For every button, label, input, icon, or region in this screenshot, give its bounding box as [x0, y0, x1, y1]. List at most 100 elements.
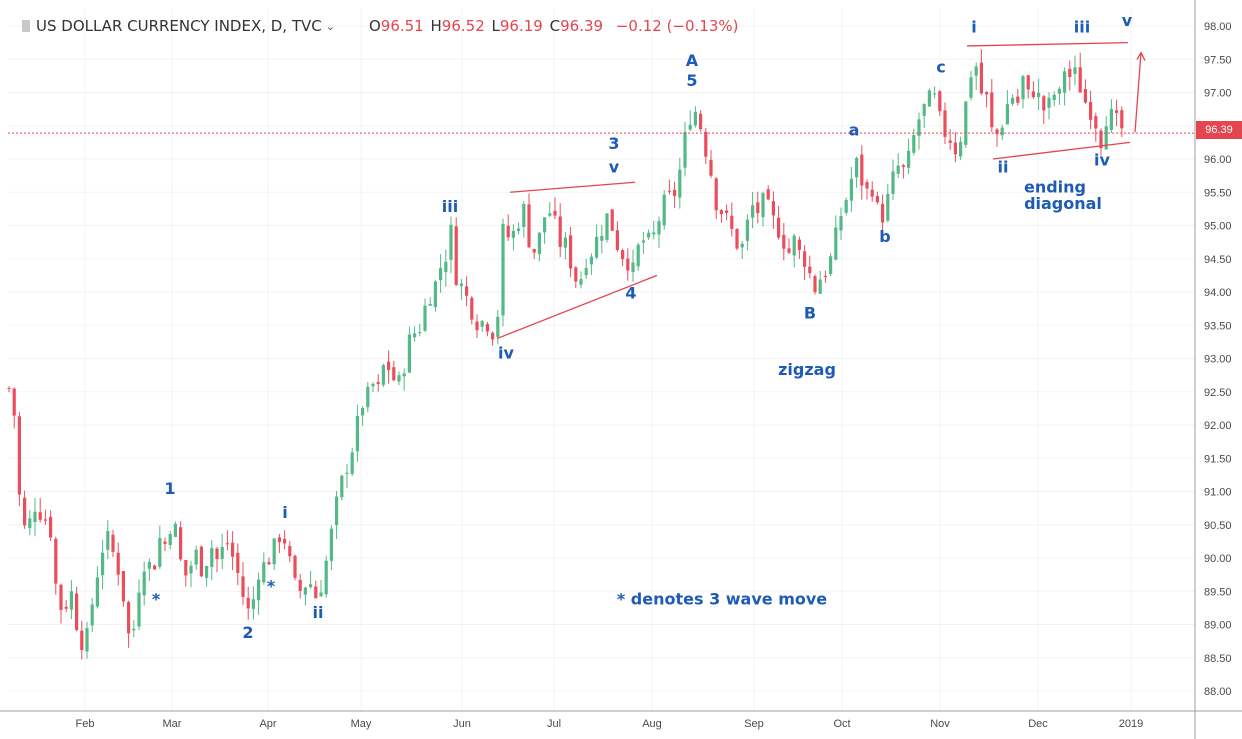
candle-body [647, 232, 651, 238]
candle-body [116, 552, 120, 575]
candle-body [17, 416, 21, 495]
candle-body [371, 383, 375, 387]
candle-body [345, 472, 349, 474]
wave-label: 2 [242, 623, 253, 642]
candle-body [948, 140, 952, 143]
candle-body [423, 305, 427, 331]
chart-legend[interactable]: US DOLLAR CURRENCY INDEX, D, TVC ⌄ O96.5… [22, 17, 739, 35]
candle-body [262, 562, 266, 583]
candle-body [142, 571, 146, 596]
candle-body [1120, 110, 1124, 129]
candle-body [823, 275, 827, 277]
candle-body [1047, 97, 1051, 108]
candle-body [225, 543, 229, 545]
candle-body [995, 129, 999, 135]
x-tick-label: Nov [930, 718, 950, 730]
candle-body [111, 534, 115, 552]
candle-body [849, 178, 853, 201]
y-tick-label: 95.50 [1204, 187, 1232, 199]
candle-body [714, 178, 718, 211]
y-tick-label: 94.00 [1204, 287, 1232, 299]
candle-body [803, 251, 807, 267]
wave-label: b [879, 227, 890, 246]
candle-body [210, 547, 214, 567]
wave-label: iv [1094, 151, 1110, 170]
candle-body [49, 516, 53, 538]
candle-body [153, 565, 157, 570]
candle-body [28, 518, 32, 529]
candle-body [1005, 104, 1009, 125]
x-tick-label: Oct [833, 718, 850, 730]
candle-body [355, 416, 359, 452]
candle-body [439, 268, 443, 281]
open-value: 96.51 [380, 17, 424, 35]
candle-body [303, 587, 307, 595]
y-tick-label: 97.50 [1204, 54, 1232, 66]
candle-body [324, 560, 328, 595]
candle-body [75, 593, 79, 631]
y-tick-label: 93.50 [1204, 320, 1232, 332]
candle-body [673, 189, 677, 196]
candle-body [532, 248, 536, 253]
candle-body [59, 584, 63, 610]
candle-body [1109, 109, 1113, 131]
candle-body [7, 387, 11, 389]
candle-body [600, 235, 604, 241]
x-tick-label: 2019 [1119, 718, 1143, 730]
close-label: C [549, 17, 561, 35]
y-tick-label: 88.00 [1204, 686, 1232, 698]
candle-body [933, 93, 937, 95]
candle-body [205, 566, 209, 578]
wave-label: a [849, 121, 860, 140]
candle-body [1083, 89, 1087, 103]
trendline [496, 274, 658, 340]
candle-body [777, 217, 781, 238]
candle-body [163, 541, 167, 544]
x-tick-label: Sep [744, 718, 764, 730]
candle-body [132, 628, 136, 631]
symbol-name[interactable]: US DOLLAR CURRENCY INDEX, D, TVC [36, 17, 322, 35]
chevron-down-icon[interactable]: ⌄ [325, 19, 335, 33]
candle-body [1042, 96, 1046, 111]
candle-body [699, 113, 703, 130]
candle-body [511, 231, 515, 238]
wave-label: v [609, 157, 620, 176]
candle-body [896, 165, 900, 174]
candle-body [787, 248, 791, 253]
candle-body [610, 209, 614, 231]
candle-body [719, 210, 723, 215]
y-tick-label: 91.00 [1204, 487, 1232, 499]
candle-body [506, 225, 510, 238]
candle-body [548, 213, 552, 216]
x-tick-label: Jun [453, 718, 471, 730]
candle-body [636, 244, 640, 267]
candle-body [85, 628, 89, 652]
wave-label: * [152, 590, 161, 609]
candle-body [158, 538, 162, 567]
candle-body [23, 497, 27, 526]
candle-body [688, 124, 692, 130]
wave-label: B [804, 304, 816, 323]
candle-body [922, 103, 926, 116]
candle-body [735, 229, 739, 249]
candle-body [537, 232, 541, 254]
wave-label: ii [998, 157, 1009, 176]
wave-label: i [282, 503, 287, 522]
candle-body [272, 538, 276, 565]
candle-body [756, 202, 760, 214]
candle-body [527, 204, 531, 248]
candle-body [657, 221, 661, 235]
candle-body [1068, 68, 1072, 78]
candle-body [288, 546, 292, 557]
candles [7, 49, 1124, 660]
candle-body [470, 297, 474, 320]
candle-body [517, 228, 521, 232]
candle-body [376, 381, 380, 384]
candle-body [641, 240, 645, 243]
candle-body [69, 591, 73, 610]
y-tick-label: 89.50 [1204, 586, 1232, 598]
candle-body [127, 602, 131, 634]
candle-body [704, 131, 708, 157]
